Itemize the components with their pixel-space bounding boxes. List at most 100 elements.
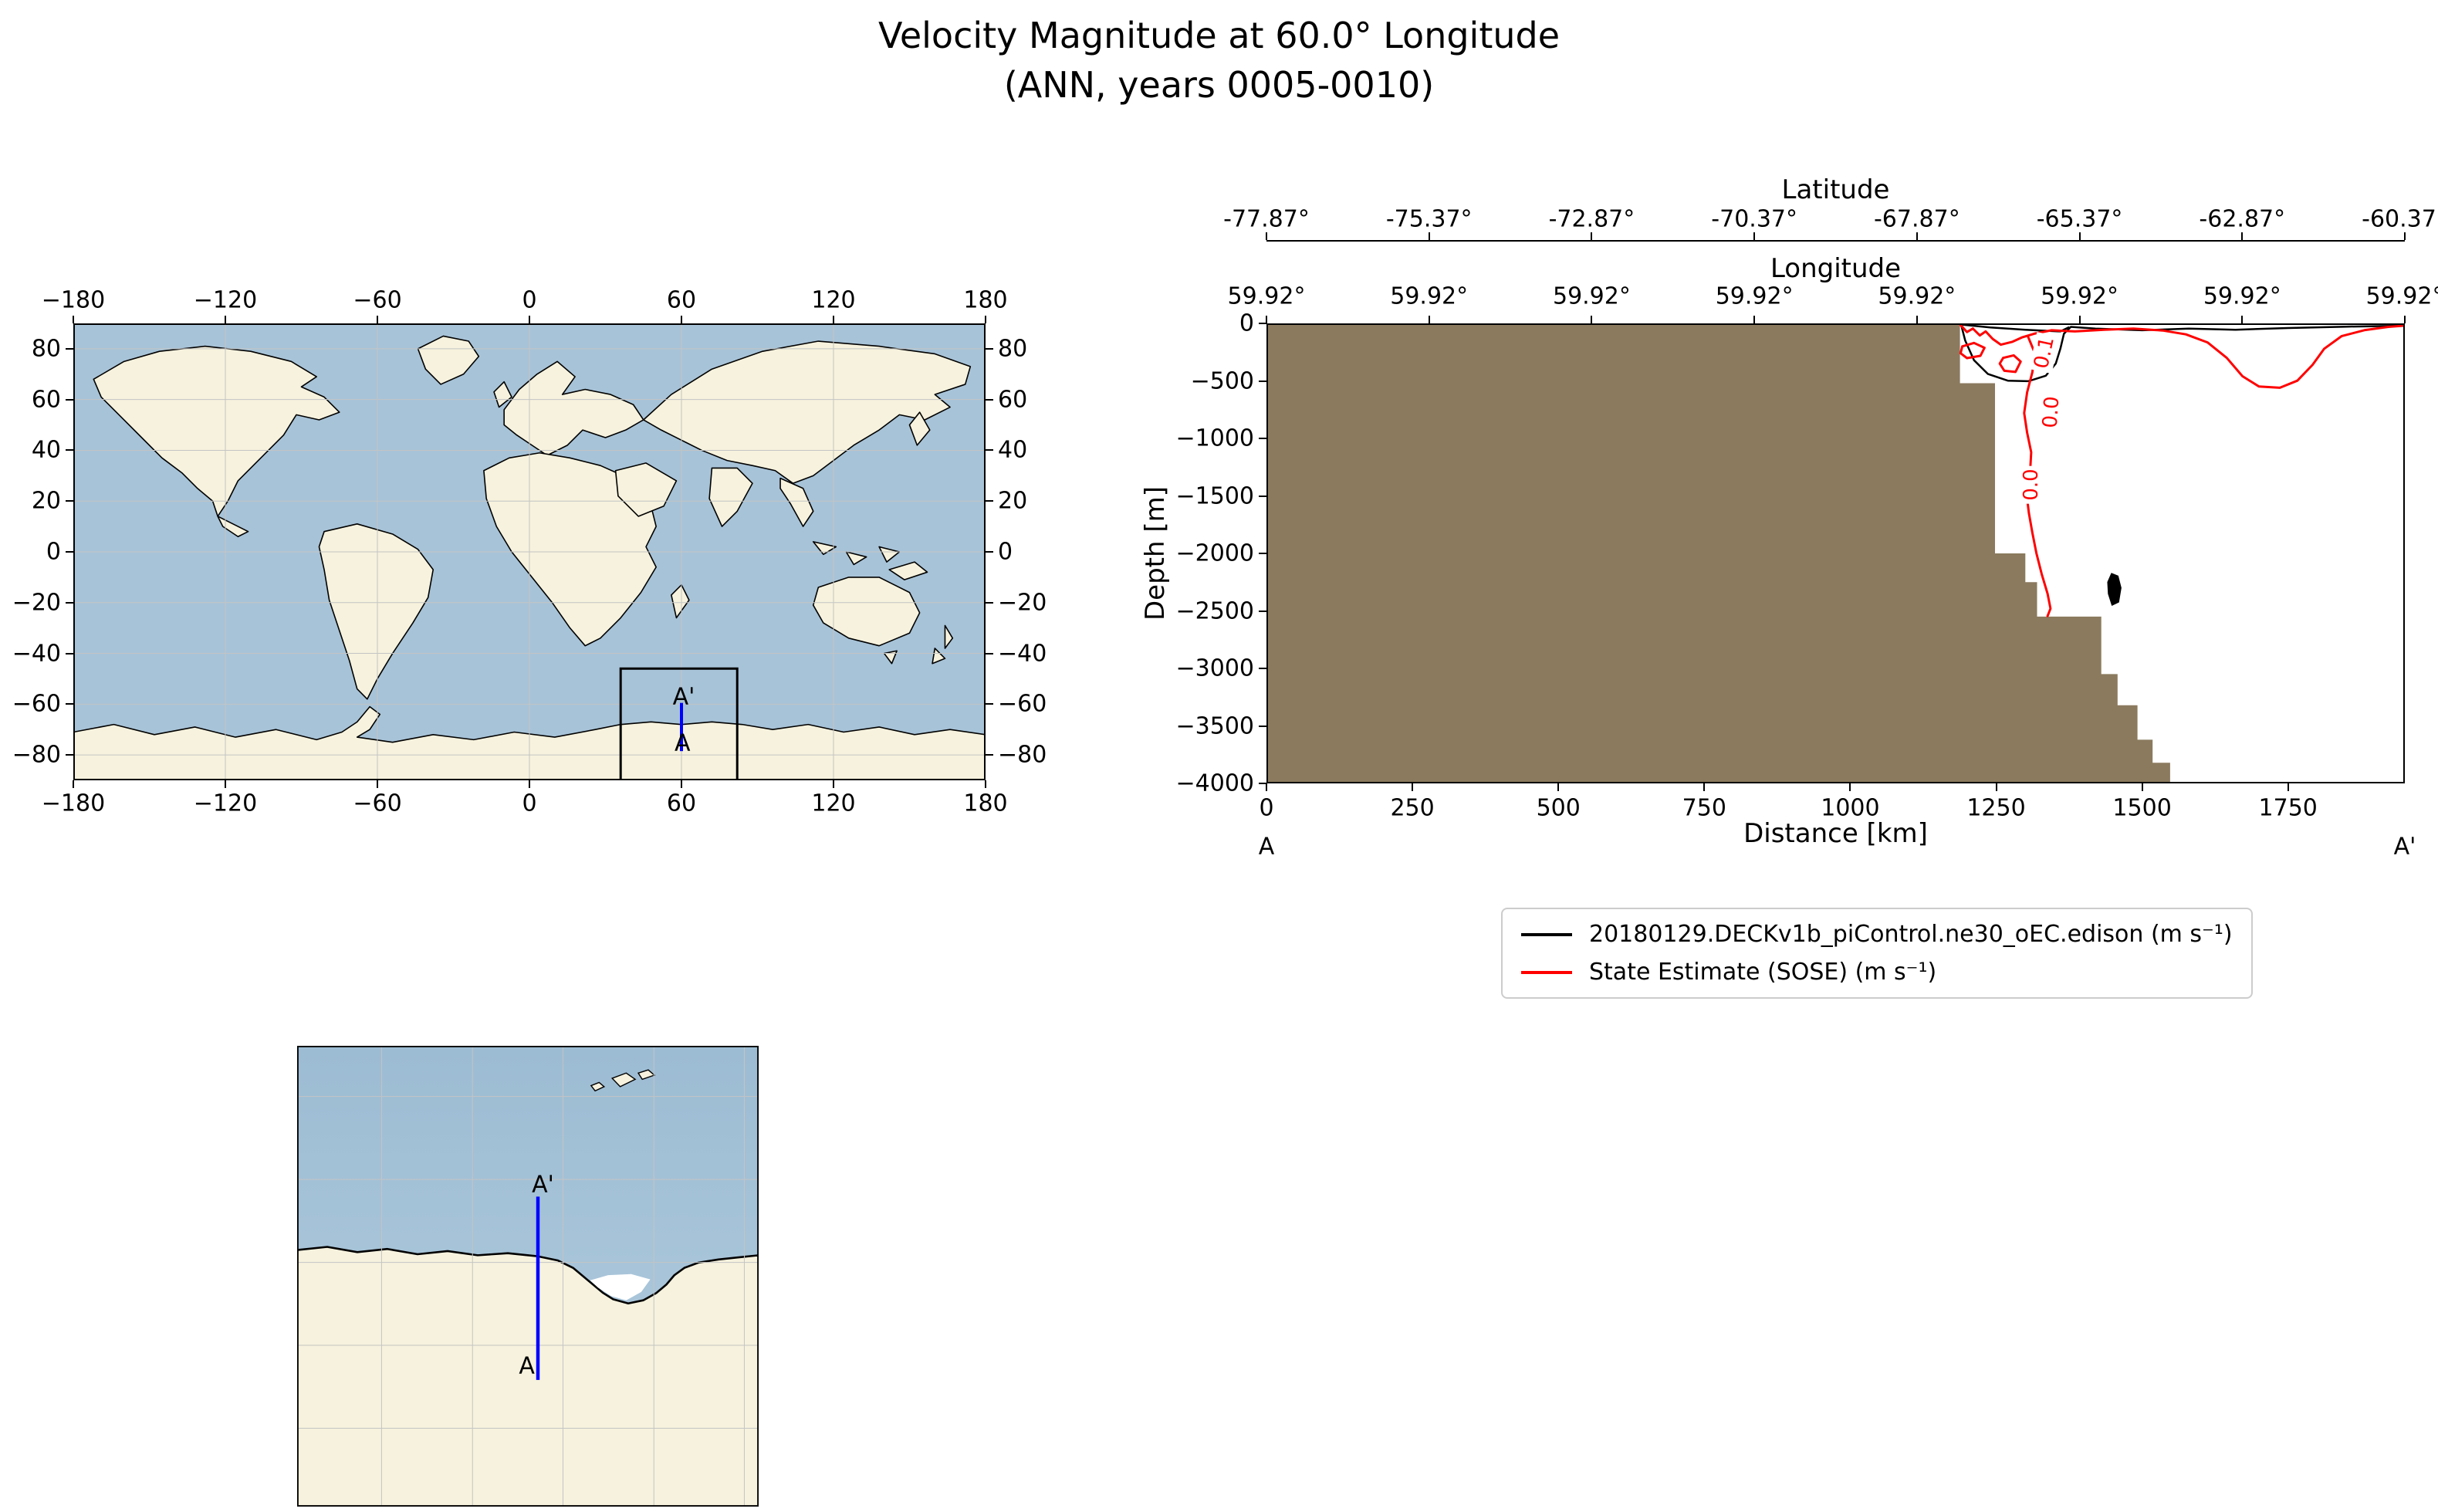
depth-tick-label: 0 [1239, 310, 1254, 337]
longitude-tick-label: 59.92° [2041, 282, 2119, 310]
map-lat-tick-label: 80 [31, 335, 61, 363]
tick-mark [66, 601, 73, 604]
distance-tick-label: 750 [1682, 794, 1726, 822]
tick-mark [986, 551, 993, 553]
tick-mark [1703, 783, 1706, 791]
latitude-tick-label: -60.37° [2362, 205, 2438, 233]
tick-mark [377, 780, 378, 788]
tick-mark [1259, 380, 1266, 382]
indonesia-1 [813, 542, 837, 554]
endpoint-label-a: A [1258, 833, 1275, 861]
tick-mark [986, 703, 993, 705]
map-lat-tick-label: 40 [998, 436, 1028, 464]
tick-mark [73, 780, 74, 788]
distance-tick-label: 250 [1390, 794, 1435, 822]
sose-line-sample [1521, 970, 1572, 974]
distance-tick-label: 1750 [2258, 794, 2318, 822]
model-line-sample [1521, 932, 1572, 936]
tick-mark [2078, 232, 2081, 240]
greenland [418, 336, 479, 384]
tick-mark [1428, 316, 1430, 323]
latitude-axis-title: Latitude [1781, 174, 1890, 205]
tick-mark [66, 703, 73, 705]
map-lon-tick-label: 0 [522, 286, 537, 314]
tick-mark [1591, 232, 1593, 240]
transect-label-a: A [519, 1352, 535, 1380]
map-lon-tick-label: 60 [666, 790, 697, 817]
latitude-tick-label: -65.37° [2036, 205, 2123, 233]
world-map-overlay [620, 668, 737, 780]
tick-mark [2404, 232, 2406, 240]
tick-mark [1259, 668, 1266, 669]
tick-mark [529, 780, 530, 788]
depth-tick-label: −4000 [1175, 770, 1254, 797]
southeast-asia [780, 479, 813, 526]
tick-mark [1753, 316, 1756, 323]
map-lon-tick-label: −180 [41, 286, 106, 314]
transect-label-a-prime: A' [532, 1171, 554, 1199]
endpoint-label-a-prime: A' [2393, 833, 2416, 861]
tick-mark [1259, 438, 1266, 439]
map-lat-tick-label: 60 [998, 386, 1028, 414]
map-lat-tick-label: −40 [12, 640, 61, 668]
map-lon-tick-label: −120 [193, 790, 258, 817]
tick-mark [225, 780, 226, 788]
tick-mark [681, 316, 682, 323]
tick-mark [73, 316, 74, 323]
map-lat-tick-label: 20 [998, 487, 1028, 515]
bathymetry-fill [1266, 323, 2170, 783]
british-isles [494, 382, 512, 408]
depth-tick-label: −500 [1190, 367, 1254, 394]
longitude-tick-label: 59.92° [2203, 282, 2281, 310]
tick-mark [66, 398, 73, 401]
island-icon [591, 1082, 604, 1091]
longitude-tick-label: 59.92° [2365, 282, 2438, 310]
tick-mark [1266, 783, 1267, 791]
map-lon-tick-label: 60 [666, 286, 697, 314]
latitude-tick-label: -75.37° [1385, 205, 1473, 233]
tick-mark [833, 780, 834, 788]
map-lat-tick-label: 0 [998, 538, 1013, 566]
map-lat-tick-label: 20 [31, 487, 61, 515]
tick-mark [2078, 316, 2081, 323]
map-lon-tick-label: 180 [963, 286, 1008, 314]
map-lon-tick-label: 120 [811, 286, 856, 314]
tick-mark [2287, 783, 2289, 791]
map-lat-tick-label: 40 [31, 436, 61, 464]
tick-mark [2241, 316, 2244, 323]
antarctica-coast [297, 1247, 759, 1507]
continent-australia [813, 577, 920, 646]
tick-mark [986, 398, 993, 401]
new-zealand-north [945, 625, 952, 648]
map-lat-tick-label: 0 [46, 538, 61, 566]
island-icon [612, 1073, 635, 1087]
tick-mark [1259, 783, 1266, 784]
tick-mark [1412, 783, 1414, 791]
tick-mark [986, 754, 993, 756]
tick-mark [1995, 783, 1997, 791]
tick-mark [66, 500, 73, 502]
latitude-tick-label: -62.87° [2199, 205, 2286, 233]
tasmania [884, 651, 897, 663]
legend-label-model: 20180129.DECKv1b_piControl.ne30_oEC.edis… [1589, 921, 2233, 948]
tick-mark [66, 754, 73, 756]
transect-label-a: A [675, 729, 691, 757]
zoom-map [297, 1046, 759, 1507]
map-lat-tick-label: −80 [12, 741, 61, 769]
figure-title-block: Velocity Magnitude at 60.0° Longitude (A… [0, 11, 2438, 110]
map-lon-tick-label: −60 [353, 790, 402, 817]
plot-frame [1266, 323, 2405, 783]
tick-mark [1259, 553, 1266, 554]
longitude-tick-label: 59.92° [1878, 282, 1956, 310]
depth-tick-label: −2500 [1175, 597, 1254, 624]
longitude-tick-label: 59.92° [1552, 282, 1631, 310]
tick-mark [2241, 232, 2244, 240]
tick-mark [1428, 232, 1430, 240]
indonesia-2 [846, 552, 866, 564]
depth-axis-title: Depth [m] [1140, 485, 1171, 621]
legend: 20180129.DECKv1b_piControl.ne30_oEC.edis… [1501, 908, 2253, 999]
map-lon-tick-label: −60 [353, 286, 402, 314]
map-lat-tick-label: 60 [31, 386, 61, 414]
tick-mark [1266, 232, 1267, 240]
tick-mark [66, 652, 73, 655]
